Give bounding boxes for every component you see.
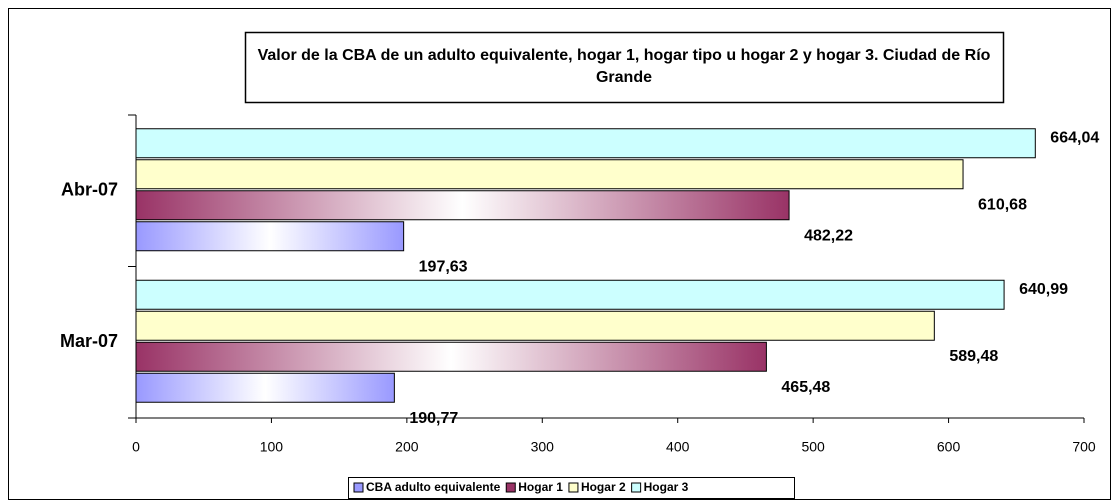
x-tick-label: 0 (132, 439, 140, 455)
legend-label: Hogar 2 (581, 480, 626, 494)
value-label: 589,48 (949, 348, 998, 365)
bar (135, 159, 964, 190)
legend-swatch (631, 482, 642, 493)
legend-swatch (505, 482, 516, 493)
bar (135, 279, 1005, 310)
title-box (244, 31, 1005, 104)
value-label: 640,99 (1019, 281, 1068, 298)
value-label: 610,68 (978, 196, 1027, 213)
chart-title: Valor de la CBA de un adulto equivalente… (257, 47, 991, 86)
bar (135, 128, 1036, 159)
x-tick-label: 300 (531, 439, 555, 455)
legend-swatch (568, 482, 579, 493)
category-label: Mar-07 (60, 331, 118, 351)
bar (135, 341, 767, 372)
x-tick-label: 400 (666, 439, 690, 455)
value-label: 465,48 (781, 379, 830, 396)
bar (135, 221, 405, 252)
bar (135, 190, 790, 221)
x-tick-label: 100 (260, 439, 284, 455)
x-tick-label: 600 (937, 439, 961, 455)
legend-label: Hogar 1 (518, 480, 563, 494)
x-tick-label: 700 (1072, 439, 1096, 455)
bar (135, 310, 935, 341)
value-label: 197,63 (419, 258, 468, 275)
x-tick-label: 200 (395, 439, 419, 455)
legend-label: CBA adulto equivalente (366, 480, 501, 494)
legend-swatch (353, 482, 364, 493)
value-label: 190,77 (409, 410, 458, 427)
title-wrap: Valor de la CBA de un adulto equivalente… (257, 47, 991, 86)
bar (135, 372, 395, 403)
legend-label: Hogar 3 (644, 480, 689, 494)
value-label: 482,22 (804, 227, 853, 244)
value-label: 664,04 (1050, 129, 1099, 146)
x-tick-label: 500 (801, 439, 825, 455)
category-label: Abr-07 (61, 180, 118, 200)
